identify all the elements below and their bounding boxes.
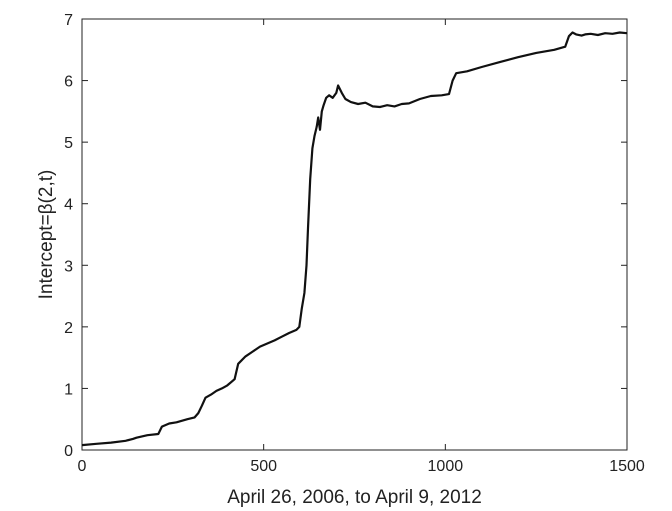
y-tick-label: 3 xyxy=(64,258,73,275)
x-tick-label: 0 xyxy=(78,458,87,475)
y-tick-label: 4 xyxy=(64,197,73,214)
x-tick-label: 1500 xyxy=(609,458,645,475)
x-tick-label: 1000 xyxy=(428,458,464,475)
plot-frame xyxy=(81,18,628,451)
x-axis-ticks: 0 500 1000 1500 xyxy=(78,19,645,475)
y-axis-ticks: 0 1 2 3 4 5 6 7 xyxy=(64,12,627,460)
x-axis-label: April 26, 2006, to April 9, 2012 xyxy=(227,487,482,508)
y-axis-label: Intercept=β(2,t) xyxy=(36,170,57,300)
y-tick-label: 0 xyxy=(64,443,73,460)
y-tick-label: 7 xyxy=(64,12,73,29)
y-tick-label: 2 xyxy=(64,320,73,337)
y-tick-label: 1 xyxy=(64,381,73,398)
intercept-series-line xyxy=(81,31,628,447)
y-tick-label: 5 xyxy=(64,135,73,152)
x-tick-label: 500 xyxy=(250,458,277,475)
y-tick-label: 6 xyxy=(64,74,73,91)
